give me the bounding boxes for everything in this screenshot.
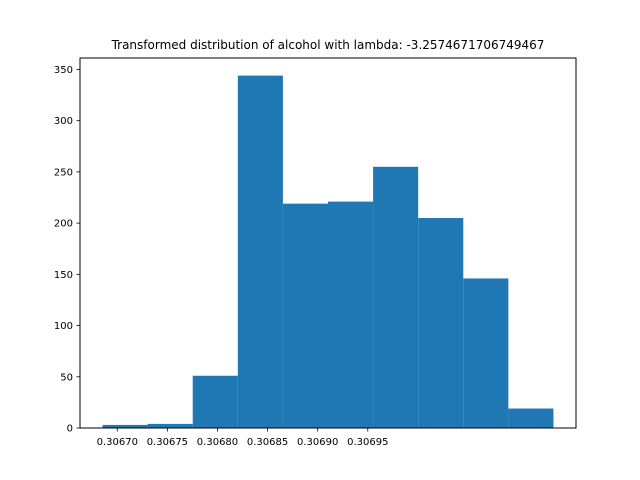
- x-tick-label: 0.30690: [297, 437, 338, 448]
- y-tick-label: 0: [67, 424, 73, 435]
- histogram-bar: [237, 75, 283, 428]
- y-tick-label: 250: [54, 167, 73, 178]
- histogram-bar: [147, 423, 193, 428]
- histogram-bar: [328, 201, 374, 428]
- histogram-bar: [192, 375, 238, 428]
- bars-group: [102, 75, 554, 429]
- histogram-bar: [282, 203, 328, 428]
- x-axis-ticks: 0.30670 0.30675 0.30680 0.30685 0.30690 0.306…: [97, 428, 388, 448]
- y-axis-ticks: 0 50 100 150 200 250 300 350: [54, 65, 80, 435]
- y-tick-label: 100: [54, 321, 73, 332]
- chart-title: Transformed distribution of alcohol with…: [111, 38, 545, 52]
- plot-frame: [79, 57, 577, 429]
- x-tick-label: 0.30695: [347, 437, 388, 448]
- y-tick-label: 150: [54, 270, 73, 281]
- x-tick-label: 0.30685: [247, 437, 288, 448]
- x-tick-label: 0.30680: [197, 437, 238, 448]
- y-tick-label: 300: [54, 116, 73, 127]
- x-tick-label: 0.30670: [97, 437, 138, 448]
- histogram-bar: [418, 218, 464, 428]
- histogram-bar: [508, 408, 554, 428]
- y-tick-label: 350: [54, 65, 73, 76]
- x-tick-label: 0.30675: [147, 437, 188, 448]
- y-tick-label: 50: [60, 372, 73, 383]
- histogram-bar: [463, 278, 509, 428]
- histogram-bar: [102, 424, 148, 428]
- histogram-bar: [373, 166, 419, 429]
- y-tick-label: 200: [54, 219, 73, 230]
